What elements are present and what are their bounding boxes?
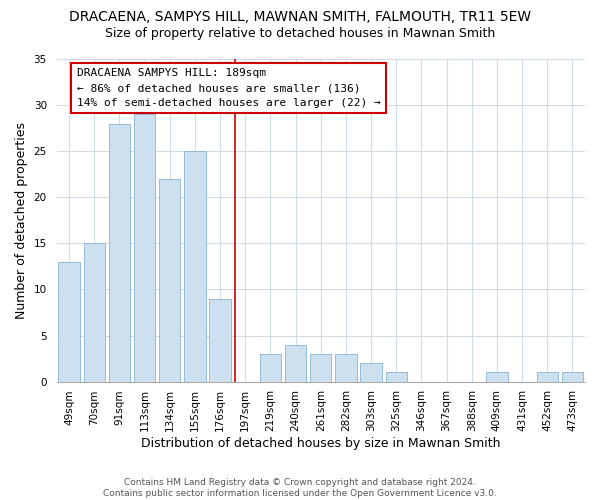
Bar [209, 298, 231, 382]
Bar [109, 124, 130, 382]
Bar [361, 363, 382, 382]
Bar [310, 354, 331, 382]
X-axis label: Distribution of detached houses by size in Mawnan Smith: Distribution of detached houses by size … [141, 437, 500, 450]
Bar [58, 262, 80, 382]
Text: Size of property relative to detached houses in Mawnan Smith: Size of property relative to detached ho… [105, 28, 495, 40]
Bar [285, 345, 306, 382]
Text: DRACAENA, SAMPYS HILL, MAWNAN SMITH, FALMOUTH, TR11 5EW: DRACAENA, SAMPYS HILL, MAWNAN SMITH, FAL… [69, 10, 531, 24]
Bar [562, 372, 583, 382]
Bar [134, 114, 155, 382]
Text: Contains HM Land Registry data © Crown copyright and database right 2024.
Contai: Contains HM Land Registry data © Crown c… [103, 478, 497, 498]
Bar [184, 151, 206, 382]
Bar [335, 354, 356, 382]
Bar [386, 372, 407, 382]
Bar [159, 179, 181, 382]
Bar [486, 372, 508, 382]
Bar [83, 244, 105, 382]
Bar [536, 372, 558, 382]
Y-axis label: Number of detached properties: Number of detached properties [15, 122, 28, 319]
Text: DRACAENA SAMPYS HILL: 189sqm
← 86% of detached houses are smaller (136)
14% of s: DRACAENA SAMPYS HILL: 189sqm ← 86% of de… [77, 68, 380, 108]
Bar [260, 354, 281, 382]
